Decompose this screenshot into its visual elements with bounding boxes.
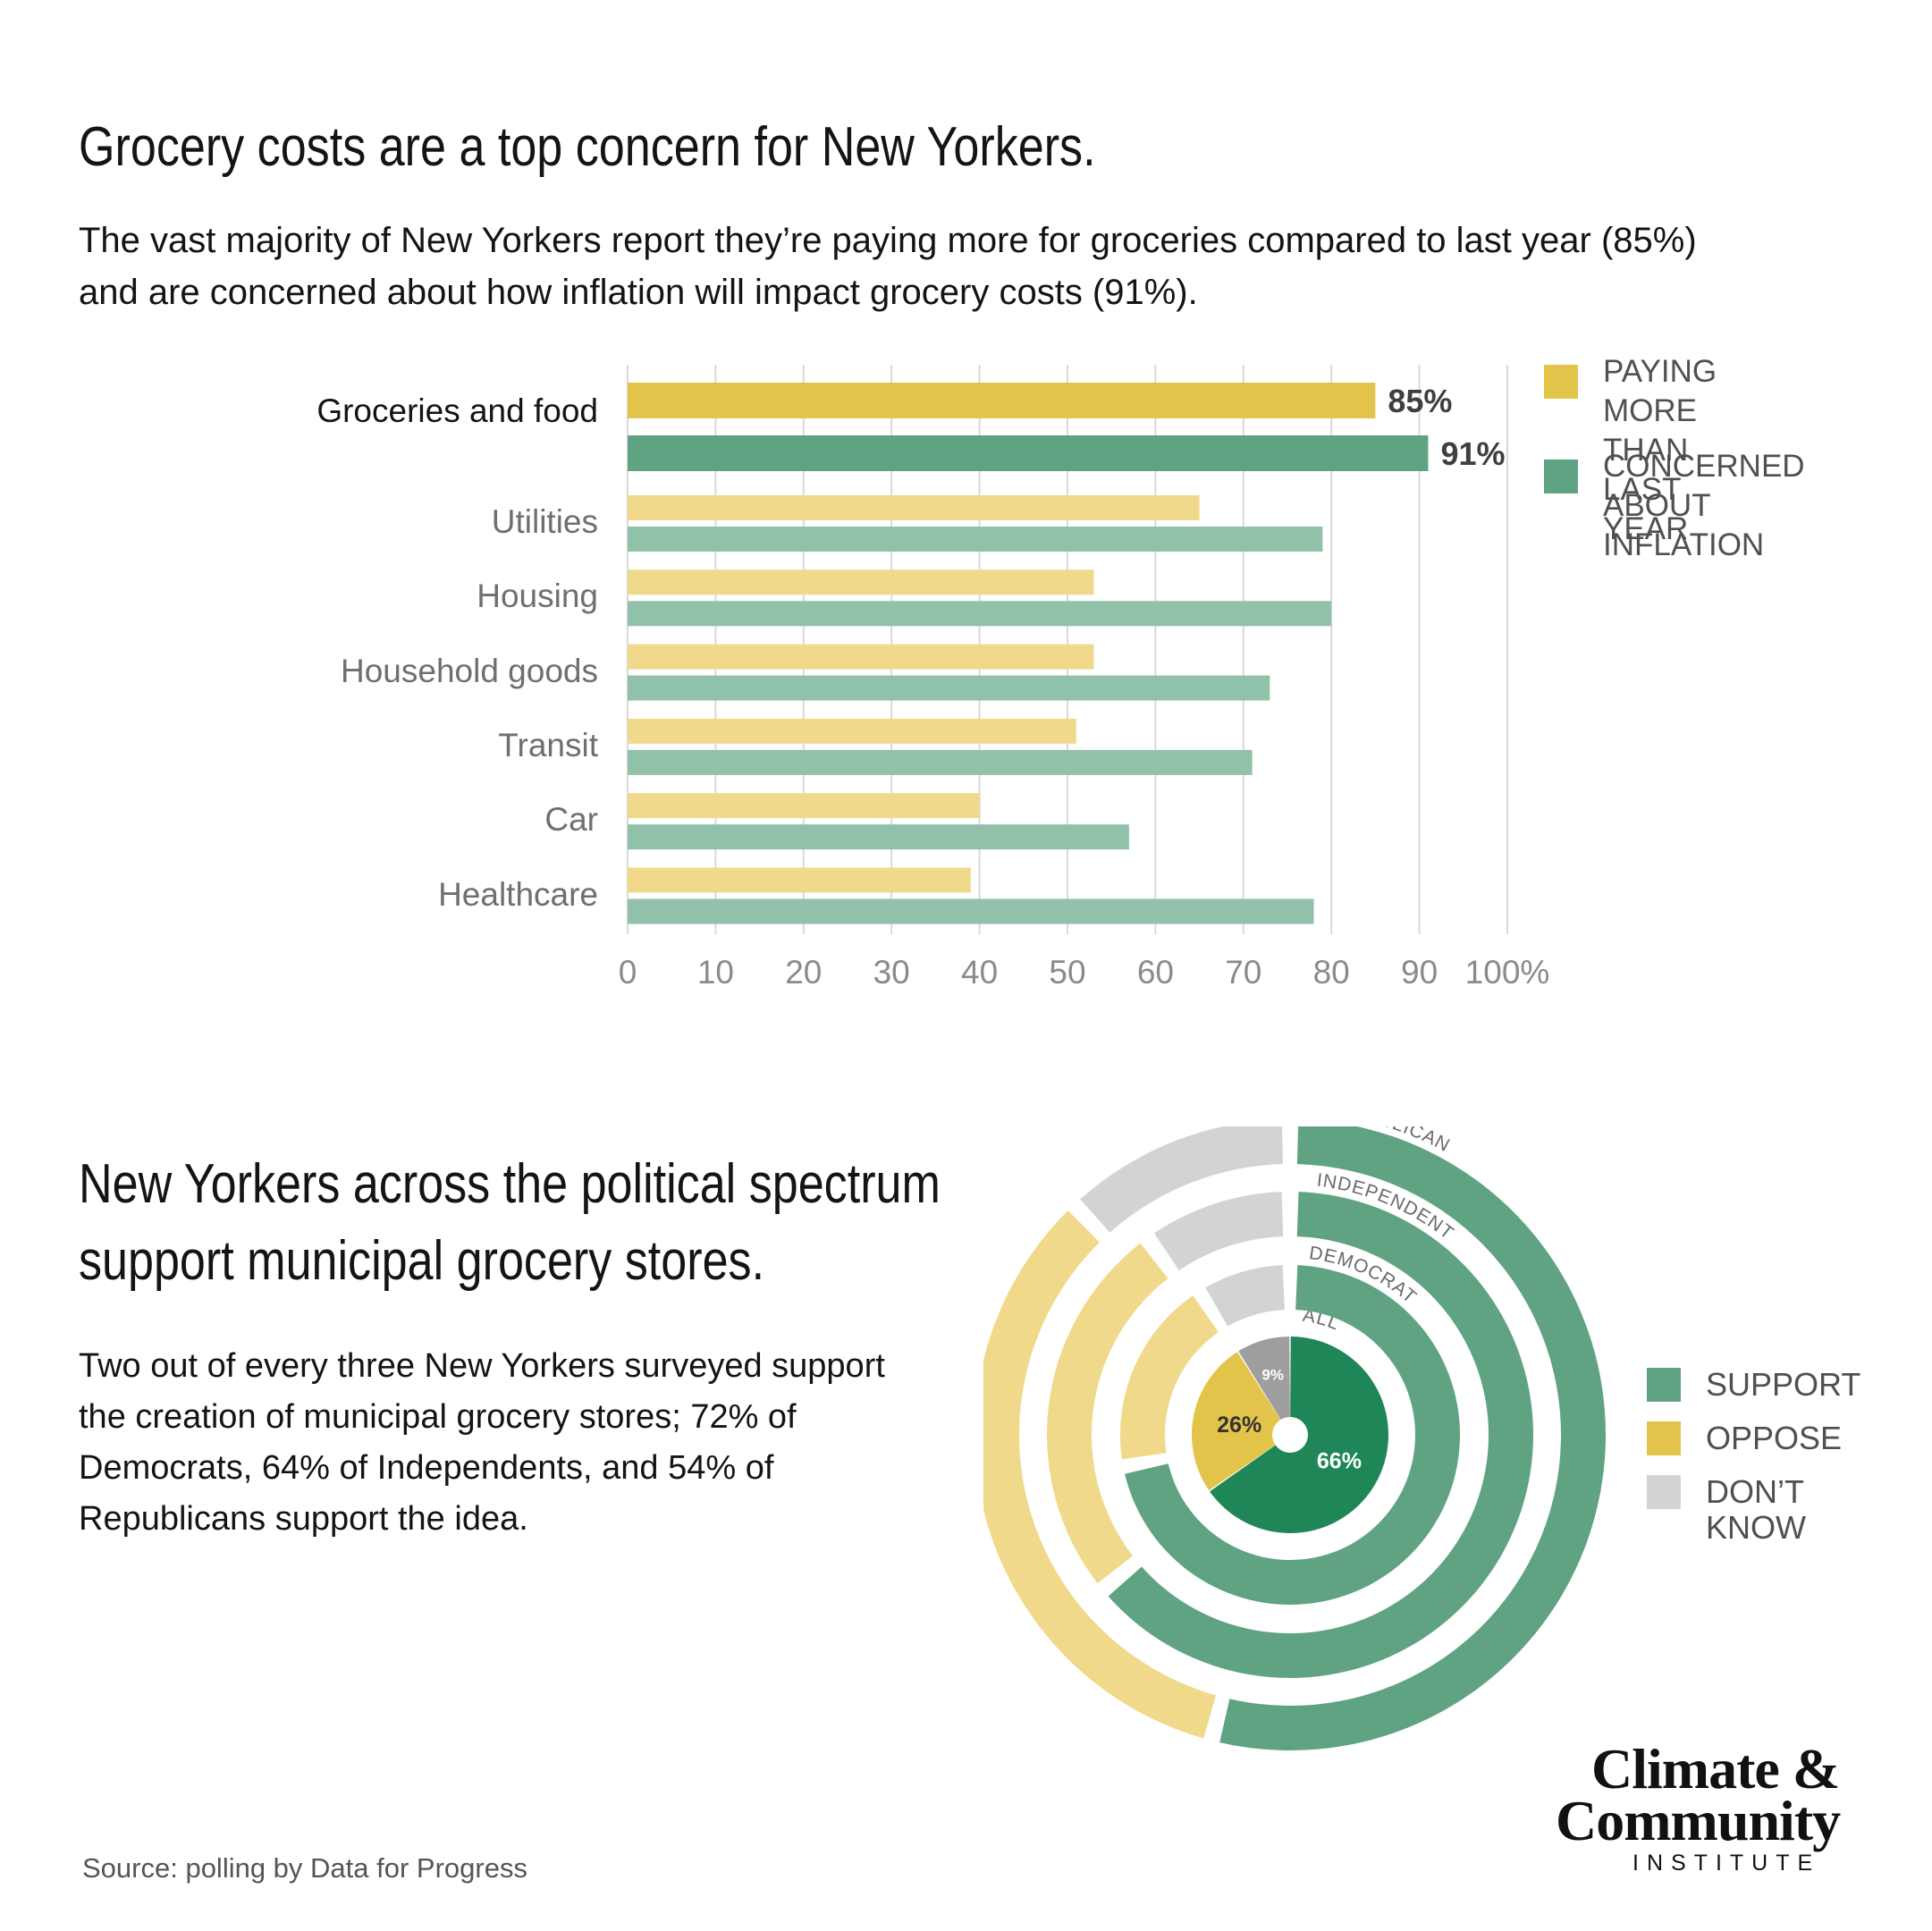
category-label-car: Car <box>544 801 598 839</box>
bar-concerned-healthcare <box>628 898 1314 924</box>
legend-label: SUPPORT <box>1706 1366 1861 1403</box>
category-label-healthcare: Healthcare <box>438 875 598 913</box>
bar-paying-more-healthcare <box>628 867 971 893</box>
x-tick-label: 80 <box>1313 954 1350 991</box>
legend-label: DON’T KNOW <box>1706 1473 1806 1546</box>
ring-democrat-dont-know <box>1205 1265 1285 1327</box>
bar-paying-more-car <box>628 793 980 819</box>
x-tick-label: 10 <box>697 954 734 991</box>
bar-chart: 0 10 20 30 40 50 60 70 80 90 100% 85% 91% <box>619 365 1550 991</box>
bar-concerned-groceries-and-food <box>628 435 1429 471</box>
legend-swatch <box>1647 1475 1681 1509</box>
ring-republican-dont-know <box>1080 1126 1284 1233</box>
center-label-9: 9% <box>1261 1367 1284 1384</box>
category-label-household-goods: Household goods <box>341 652 598 689</box>
bar-concerned-household-goods <box>628 675 1270 701</box>
data-label-paying-more: 85% <box>1388 383 1452 419</box>
chart1-subtitle: The vast majority of New Yorkers report … <box>79 221 1697 312</box>
legend-swatch <box>1544 365 1578 399</box>
x-tick-label: 0 <box>619 954 637 991</box>
legend-swatch <box>1647 1368 1681 1402</box>
x-tick-label: 90 <box>1401 954 1438 991</box>
bar-concerned-transit <box>628 749 1253 775</box>
bar-concerned-housing <box>628 601 1332 627</box>
legend-swatch <box>1647 1421 1681 1455</box>
chart2-title-line1: New Yorkers across the political spectru… <box>79 1153 941 1215</box>
legend-label: OPPOSE <box>1706 1420 1843 1456</box>
center-label-66: 66% <box>1317 1448 1362 1473</box>
x-tick-label: 30 <box>873 954 910 991</box>
donut-center-hole <box>1272 1417 1308 1453</box>
institute-logo: Climate & Community INSTITUTE <box>1556 1737 1895 1876</box>
x-tick-label: 60 <box>1137 954 1174 991</box>
chart2-body: Two out of every three New Yorkers surve… <box>79 1347 885 1538</box>
logo-line2: Community <box>1556 1789 1841 1852</box>
logo-line1: Climate & <box>1591 1737 1840 1800</box>
x-tick-label: 40 <box>961 954 998 991</box>
ring-independent-support <box>1108 1192 1533 1678</box>
ring-independent-oppose <box>1047 1243 1168 1583</box>
ring-all-dont-know <box>1238 1337 1290 1435</box>
bar-paying-more-utilities <box>628 495 1200 520</box>
x-tick-label: 70 <box>1225 954 1261 991</box>
x-tick-label: 100% <box>1465 954 1550 991</box>
bar-concerned-car <box>628 824 1129 850</box>
chart2-title-line2: support municipal grocery stores. <box>79 1230 765 1292</box>
category-label-housing: Housing <box>477 578 598 615</box>
legend-label: CONCERNED ABOUT INFLATION <box>1603 449 1805 562</box>
ring-all-oppose <box>1192 1352 1290 1491</box>
ring-republican-oppose <box>983 1210 1216 1739</box>
legend-label: PAYING MORE THAN LAST YEAR <box>1603 354 1717 546</box>
bar-paying-more-housing <box>628 569 1094 595</box>
x-tick-label: 20 <box>785 954 822 991</box>
source-note: Source: polling by Data for Progress <box>82 1852 527 1884</box>
chart2-title: New Yorkers across the political spectru… <box>79 1146 941 1300</box>
ring-democrat-oppose <box>1120 1295 1219 1460</box>
bar-concerned-utilities <box>628 527 1323 552</box>
center-label-26: 26% <box>1217 1412 1261 1438</box>
bar-paying-more-transit <box>628 718 1076 744</box>
ring-independent-dont-know <box>1153 1192 1284 1270</box>
bar-paying-more-groceries-and-food <box>628 383 1376 418</box>
category-label-utilities: Utilities <box>491 503 598 540</box>
legend-swatch <box>1544 460 1578 493</box>
bar-paying-more-household-goods <box>628 644 1094 670</box>
donut-chart: 66%26%9%ALLDEMOCRATINDEPENDENTREPUBLICAN <box>983 1126 1606 1750</box>
ring-republican-support <box>1219 1126 1606 1750</box>
logo-line3: INSTITUTE <box>1632 1851 1821 1876</box>
data-label-concerned: 91% <box>1440 435 1505 472</box>
x-tick-label: 50 <box>1049 954 1085 991</box>
category-label-groceries-and-food: Groceries and food <box>316 392 598 429</box>
chart1-title: Grocery costs are a top concern for New … <box>79 116 1096 178</box>
category-label-transit: Transit <box>498 726 598 763</box>
